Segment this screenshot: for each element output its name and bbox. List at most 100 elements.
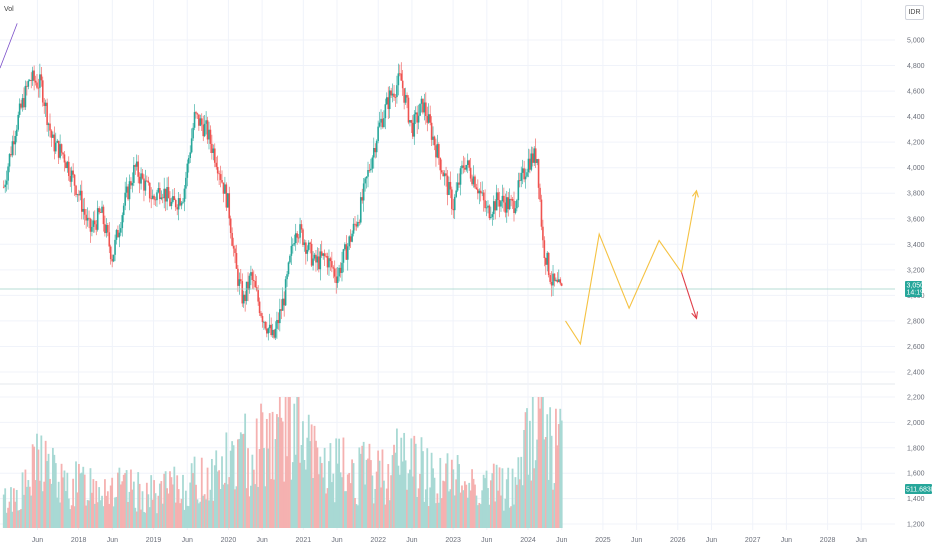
volume-bar [462,490,465,528]
candle-body [276,319,278,329]
candle-body [196,113,199,115]
volume-bar [143,511,145,528]
volume-bar [448,491,450,528]
volume-bar [99,500,102,528]
currency-button[interactable]: IDR [905,5,924,20]
candle-body [268,324,271,329]
volume-bar [118,467,121,528]
volume-bar [27,480,30,528]
volume-bar [154,493,157,528]
candle-body [99,212,102,213]
volume-bar [150,475,153,528]
volume-bar [332,473,335,528]
volume-bar [413,435,416,528]
candle-body [54,142,57,152]
volume-bar [495,464,498,528]
volume-bar [265,418,268,528]
volume-bar [407,473,410,528]
volume-bar [349,483,352,528]
candle-body [7,166,9,181]
candle-body [393,93,395,98]
volume-bar [237,439,239,528]
volume-bar [147,494,150,528]
candle-body [10,154,12,156]
price-tick-label: 4,200 [907,140,925,147]
time-tick-label: 2026 [670,537,686,544]
volume-bar [328,461,330,528]
time-tick-label: 2024 [520,537,536,544]
candle-body [484,200,486,209]
candle-body [312,258,314,266]
volume-bar [484,478,486,528]
candle-body [446,175,449,195]
candle-body [234,248,236,254]
candle-body [31,70,34,81]
candle-body [232,245,235,249]
candle-body [78,194,80,196]
candle-body [43,102,46,106]
candle-body [67,161,70,177]
candle-body [385,97,388,105]
volume-bar [508,507,511,528]
time-tick-label: Jun [107,537,118,544]
time-tick-label: Jun [631,537,642,544]
candle-body [222,182,225,194]
price-tick-label: 3,800 [907,191,925,198]
candle-body [153,195,155,200]
volume-bar [197,503,200,528]
candle-body [451,189,453,209]
volume-bar [125,470,128,528]
volume-bar [507,467,510,528]
volume-bar [20,509,22,528]
volume-bar [445,463,447,528]
candle-body [406,95,408,98]
volume-bar [130,469,132,528]
volume-bar [102,506,105,528]
candle-body [471,178,473,185]
candle-body [495,192,498,211]
candle-body [199,118,202,126]
volume-bar [560,420,563,528]
volume-bar [439,457,442,528]
volume-bar [513,504,515,528]
volume-bar [60,463,63,528]
candle-body [294,233,297,244]
volume-bar [229,450,232,528]
volume-bar [302,421,304,528]
volume-bar [453,495,456,528]
candle-body [13,141,15,145]
volume-bar [400,437,403,528]
volume-bar [11,511,14,528]
volume-bar [171,484,174,528]
volume-bar [442,480,445,528]
time-tick-label: 2022 [370,537,386,544]
volume-bar [369,460,372,528]
volume-bar [471,469,473,528]
candle-body [180,202,183,206]
candle-body [417,115,420,123]
volume-bar [539,408,541,528]
candle-body [8,154,11,167]
volume-bar [494,501,497,528]
candle-body [372,148,375,158]
volume-bar [40,435,43,528]
volume-bar [263,448,265,528]
volume-bar [264,486,267,528]
candle-body [18,103,21,115]
candle-body [537,159,540,188]
candle-body [329,258,332,262]
volume-bar [132,481,135,528]
candle-body [358,221,361,223]
candle-body [364,178,366,184]
volume-bar [244,413,247,528]
volume-bar [433,477,436,528]
candle-body [477,189,479,194]
volume-bar [339,472,342,528]
volume-bar [75,461,77,528]
candle-body [361,197,364,201]
candle-body [66,161,69,169]
candle-body [523,168,525,180]
candle-body [257,290,259,302]
volume-bar [476,505,479,528]
